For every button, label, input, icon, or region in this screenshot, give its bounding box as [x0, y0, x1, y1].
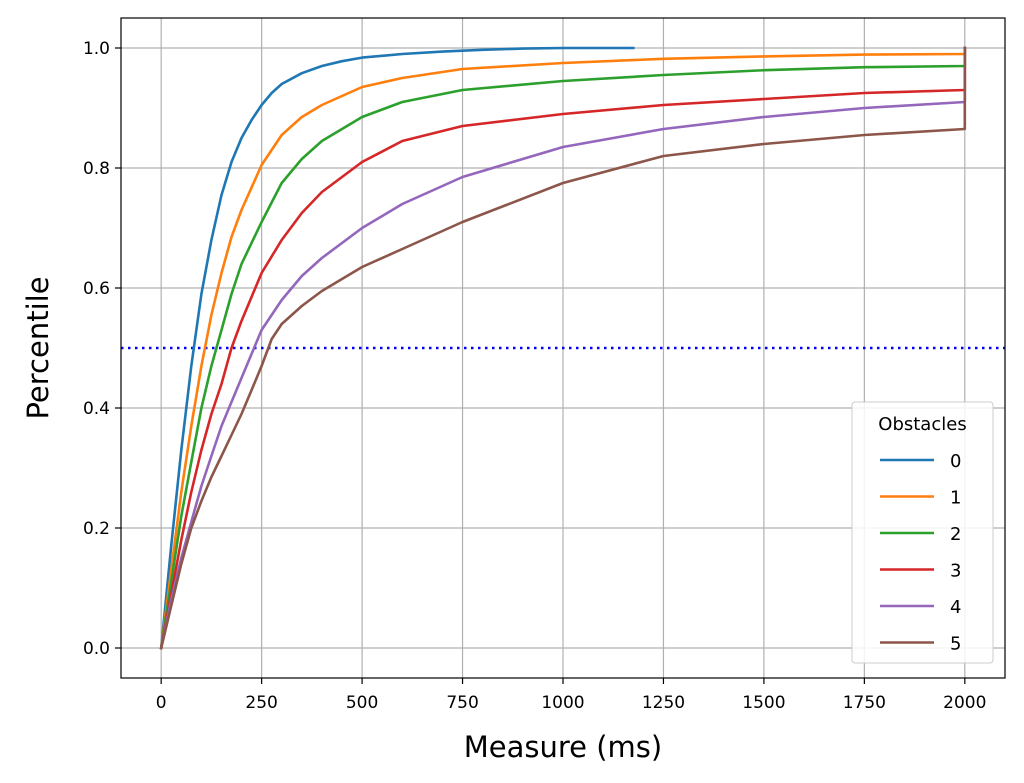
y-axis-ticks: 0.0 0.2 0.4 0.6 0.8 1.0: [83, 39, 121, 659]
x-tick-label: 1750: [843, 693, 886, 713]
y-tick-label: 0.6: [83, 279, 110, 299]
series-lines: [159, 46, 967, 650]
x-axis-title: Measure (ms): [464, 730, 662, 764]
y-tick-label: 1.0: [83, 39, 110, 59]
x-tick-label: 0: [156, 693, 167, 713]
x-tick-label: 250: [245, 693, 277, 713]
legend-items: 0 1 2 3 4 5: [880, 451, 961, 655]
y-tick-label: 0.2: [83, 519, 110, 539]
legend-label-1: 1: [950, 488, 961, 509]
x-tick-label: 1000: [541, 693, 584, 713]
series-line-2: [159, 46, 967, 650]
series-line-1: [159, 46, 967, 650]
x-tick-label: 750: [446, 693, 478, 713]
x-tick-label: 500: [346, 693, 378, 713]
x-tick-label: 1500: [742, 693, 785, 713]
legend-label-3: 3: [950, 561, 961, 582]
series-line-4: [159, 46, 967, 650]
legend-label-5: 5: [950, 634, 961, 655]
legend-label-0: 0: [950, 451, 961, 472]
legend-title: Obstacles: [878, 414, 966, 435]
series-line-0: [159, 46, 635, 650]
legend-label-2: 2: [950, 524, 961, 545]
y-tick-label: 0.0: [83, 639, 110, 659]
x-tick-label: 2000: [943, 693, 986, 713]
y-tick-label: 0.8: [83, 159, 110, 179]
y-tick-label: 0.4: [83, 399, 110, 419]
x-axis-ticks: 0 250 500 750 1000 1250 1500 1750 2000: [156, 678, 986, 713]
series-line-3: [159, 46, 967, 650]
y-axis-title: Percentile: [21, 276, 55, 419]
legend-label-4: 4: [950, 597, 961, 618]
legend: Obstacles 0 1 2 3 4 5: [851, 401, 994, 664]
series-line-5: [159, 46, 967, 650]
x-tick-label: 1250: [642, 693, 685, 713]
